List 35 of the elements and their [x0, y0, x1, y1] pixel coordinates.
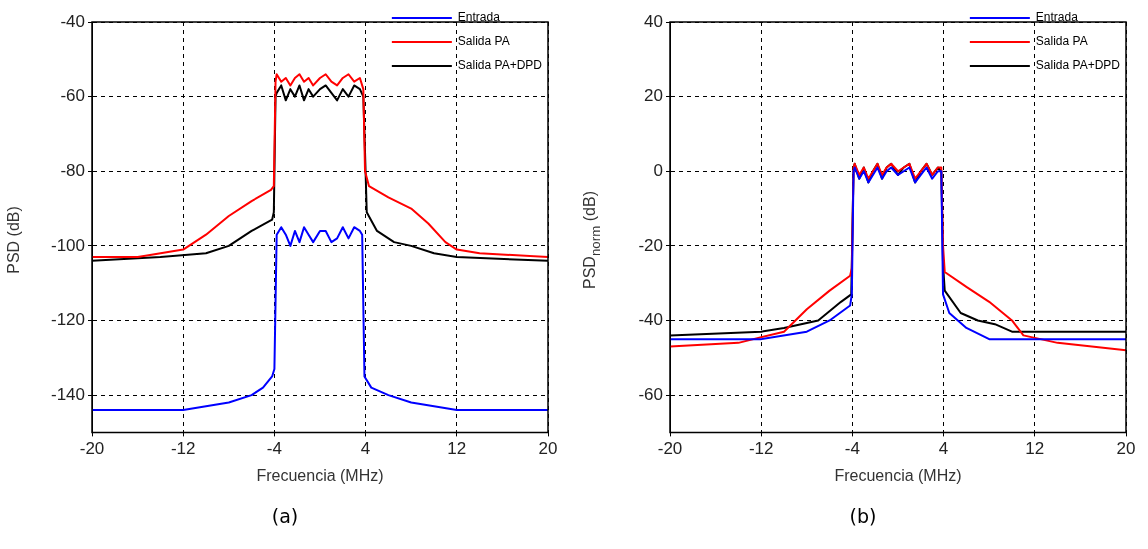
x-tick-label: 12: [1025, 439, 1045, 459]
y-tick-label: -100: [50, 235, 85, 255]
x-tick-label: 20: [1116, 439, 1136, 459]
x-tick-label: 20: [538, 439, 558, 459]
text: (b): [848, 505, 878, 527]
x-tick-label: 4: [938, 439, 949, 459]
x-tick-label: -20: [79, 439, 105, 459]
x-tick-label: 12: [447, 439, 467, 459]
y-tick-label: -120: [50, 310, 85, 330]
y-tick-label: -40: [638, 310, 663, 330]
x-tick-label: -20: [657, 439, 683, 459]
x-tick-label: -4: [844, 439, 860, 459]
y-tick-label: 20: [644, 86, 663, 106]
y-axis-title: PSD (dB): [5, 206, 23, 274]
y-tick-label: -60: [638, 384, 663, 404]
legend-label: Salida PA: [457, 34, 510, 49]
y-tick-label: 40: [644, 11, 663, 31]
x-tick-label: -12: [170, 439, 196, 459]
y-tick-label: -40: [60, 11, 85, 31]
x-axis-title: Frecuencia (MHz): [256, 466, 384, 484]
y-tick-label: 0: [653, 160, 663, 180]
y-tick-label: -80: [60, 160, 85, 180]
y-tick-label: -60: [60, 86, 85, 106]
legend-label: Salida PA+DPD: [457, 58, 543, 73]
legend-label: Entrada: [457, 10, 501, 25]
legend-label: Salida PA: [1035, 34, 1088, 49]
text: (a): [270, 505, 300, 527]
x-axis-title: Frecuencia (MHz): [834, 466, 962, 484]
legend-label: Entrada: [1035, 10, 1079, 25]
y-tick-label: -140: [50, 384, 85, 404]
x-tick-label: -12: [748, 439, 774, 459]
x-tick-label: 4: [360, 439, 371, 459]
legend-label: Salida PA+DPD: [1035, 58, 1121, 73]
x-tick-label: -4: [266, 439, 282, 459]
y-tick-label: -20: [638, 235, 663, 255]
